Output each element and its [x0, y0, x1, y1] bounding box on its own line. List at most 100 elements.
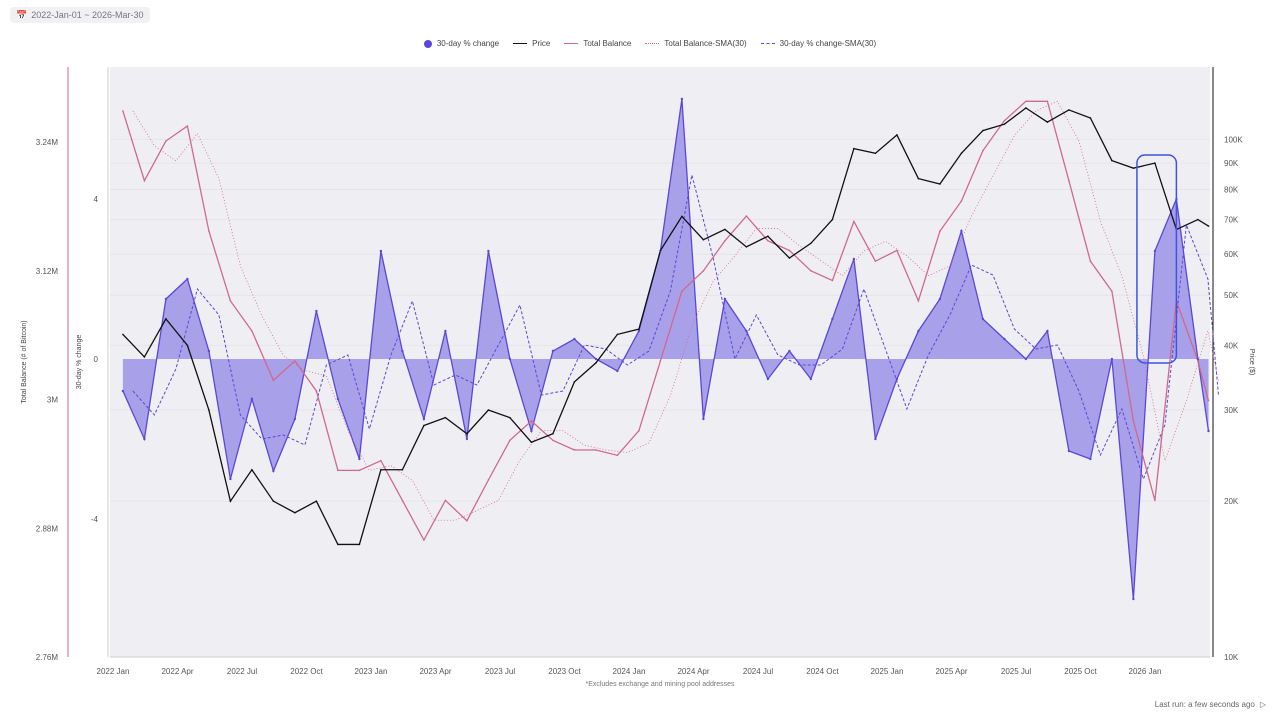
price-point: [939, 183, 941, 185]
change-point: [874, 437, 877, 441]
price-point: [638, 328, 640, 330]
balance-point: [810, 270, 812, 272]
middle-tick-label: -4: [91, 515, 99, 524]
price-point: [466, 432, 468, 435]
balance-point: [1089, 260, 1092, 262]
price-point: [530, 441, 533, 444]
price-point: [831, 218, 834, 221]
middle-tick-label: 0: [94, 355, 99, 364]
x-tick-label: 2025 Oct: [1064, 667, 1097, 676]
balance-point: [466, 519, 468, 522]
balance-point: [960, 200, 963, 202]
right-axis-title: Price ($): [1248, 349, 1255, 375]
x-tick-label: 2025 Jul: [1001, 667, 1031, 676]
change-point: [1067, 449, 1071, 453]
last-run-label: Last run: a few seconds ago: [1154, 700, 1255, 709]
change-point: [336, 397, 340, 401]
price-point: [982, 129, 984, 132]
change-point: [229, 477, 232, 481]
balance-point: [638, 429, 640, 432]
change-point: [121, 389, 125, 393]
left-tick-label: 3.24M: [36, 138, 59, 147]
balance-line: [122, 100, 1210, 542]
change-point: [938, 297, 942, 301]
change-point: [917, 329, 920, 333]
price-point: [444, 416, 447, 419]
left-tick-label: 2.88M: [36, 524, 59, 533]
balance-point: [444, 499, 447, 502]
balance-point: [229, 300, 232, 302]
date-range-picker[interactable]: 📅 2022-Jan-01 ~ 2026-Mar-30: [10, 7, 150, 23]
right-tick-label: 70K: [1224, 216, 1239, 225]
legend-item-change-sma[interactable]: 30-day % change-SMA(30): [760, 39, 877, 48]
balance-point: [573, 449, 576, 451]
balance-point: [917, 300, 920, 302]
price-point: [358, 543, 361, 546]
right-tick-label: 40K: [1224, 341, 1239, 350]
change-point: [637, 329, 641, 333]
change-point: [530, 429, 533, 433]
balance-point: [143, 179, 146, 182]
change-point: [250, 397, 254, 401]
price-point: [788, 257, 791, 259]
balance-point: [745, 215, 748, 217]
footnote: *Excludes exchange and mining pool addre…: [585, 681, 735, 688]
right-tick-label: 100K: [1224, 135, 1243, 144]
price-point: [724, 228, 726, 231]
x-tick-label: 2024 Apr: [677, 667, 709, 676]
change-sma-line: [132, 174, 1219, 481]
balance-sma-line: [132, 100, 1219, 521]
price-point: [423, 424, 425, 427]
balance-point: [1003, 119, 1006, 122]
price-point: [1197, 218, 1199, 221]
price-point: [616, 333, 619, 336]
legend-item-change[interactable]: 30-day % change: [423, 39, 499, 48]
price-point: [337, 543, 339, 546]
change-point: [551, 349, 555, 353]
middle-tick-label: 4: [94, 195, 99, 204]
price-point: [143, 356, 146, 358]
price-point: [659, 249, 662, 252]
change-point: [315, 309, 318, 313]
legend-label: 30-day % change-SMA(30): [779, 39, 877, 48]
x-tick-label: 2025 Apr: [935, 667, 967, 676]
price-point: [208, 409, 210, 411]
change-point: [745, 329, 748, 333]
right-tick-label: 10K: [1224, 653, 1239, 662]
balance-point: [358, 469, 361, 472]
x-tick-label: 2022 Oct: [290, 667, 323, 676]
balance-point: [1046, 100, 1049, 103]
balance-point: [165, 140, 167, 142]
balance-point: [767, 239, 769, 242]
x-tick-label: 2023 Apr: [419, 667, 451, 676]
date-range-label: 2022-Jan-01 ~ 2026-Mar-30: [31, 10, 144, 20]
change-line: [122, 98, 1210, 600]
legend-label: Price: [532, 39, 551, 48]
balance-point: [1068, 179, 1070, 182]
change-point: [766, 377, 770, 381]
change-point: [422, 417, 426, 421]
legend-item-price[interactable]: Price: [513, 39, 550, 48]
last-run[interactable]: Last run: a few seconds ago ▷: [1155, 700, 1266, 709]
price-point: [1046, 121, 1049, 123]
legend-item-balance-sma[interactable]: Total Balance-SMA(30): [645, 39, 747, 48]
calendar-icon: 📅: [16, 10, 28, 20]
change-point: [508, 357, 512, 361]
change-point: [852, 257, 856, 261]
price-point: [552, 432, 554, 435]
change-point: [465, 437, 469, 441]
balance-point: [724, 239, 726, 242]
change-point: [723, 297, 727, 301]
balance-point: [337, 469, 339, 472]
x-tick-label: 2024 Jul: [743, 667, 773, 676]
change-point: [207, 349, 211, 353]
middle-axis-title: 30-day % change: [76, 335, 83, 390]
price-point: [767, 235, 769, 238]
change-point: [960, 229, 963, 233]
legend-item-balance[interactable]: Total Balance: [564, 39, 631, 48]
price-point: [401, 468, 404, 471]
left-tick-label: 3M: [47, 396, 58, 405]
price-point: [745, 246, 748, 248]
price-point: [1003, 123, 1006, 125]
change-point: [1046, 329, 1049, 333]
